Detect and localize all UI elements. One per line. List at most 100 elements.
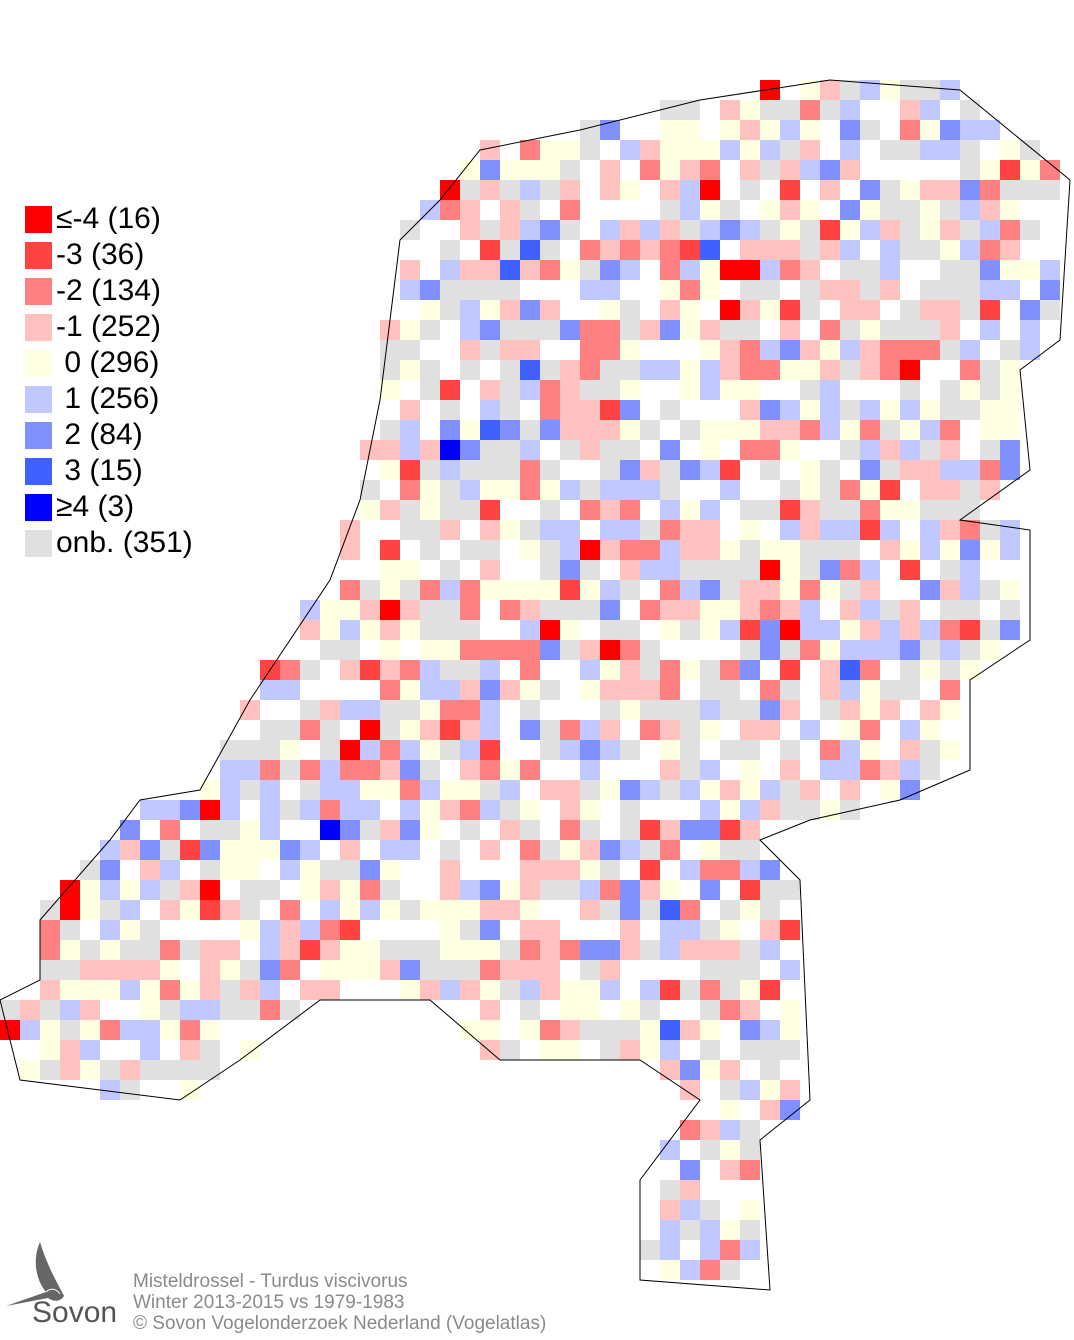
grid-cell bbox=[380, 540, 400, 560]
grid-cell bbox=[920, 220, 940, 240]
grid-cell bbox=[740, 1160, 760, 1180]
grid-cell bbox=[720, 660, 740, 680]
grid-cell bbox=[800, 800, 820, 820]
grid-cell bbox=[800, 180, 820, 200]
grid-cell bbox=[840, 180, 860, 200]
grid-cell bbox=[300, 840, 320, 860]
grid-cell bbox=[820, 220, 840, 240]
grid-cell bbox=[860, 220, 880, 240]
grid-cell bbox=[640, 660, 660, 680]
grid-cell bbox=[520, 660, 540, 680]
grid-cell bbox=[540, 900, 560, 920]
grid-cell bbox=[720, 960, 740, 980]
grid-cell bbox=[1000, 560, 1020, 580]
grid-cell bbox=[200, 1000, 220, 1020]
grid-cell bbox=[600, 600, 620, 620]
grid-cell bbox=[940, 360, 960, 380]
grid-cell bbox=[660, 160, 680, 180]
grid-cell bbox=[420, 460, 440, 480]
grid-cell bbox=[760, 980, 780, 1000]
grid-cell bbox=[560, 720, 580, 740]
grid-cell bbox=[400, 560, 420, 580]
legend-item: 2 (84) bbox=[25, 417, 193, 453]
grid-cell bbox=[620, 600, 640, 620]
grid-cell bbox=[1020, 140, 1040, 160]
grid-cell bbox=[360, 880, 380, 900]
grid-cell bbox=[500, 420, 520, 440]
grid-cell bbox=[620, 360, 640, 380]
grid-cell bbox=[920, 500, 940, 520]
grid-cell bbox=[480, 160, 500, 180]
grid-cell bbox=[220, 1000, 240, 1020]
grid-cell bbox=[560, 180, 580, 200]
grid-cell bbox=[720, 140, 740, 160]
grid-cell bbox=[780, 600, 800, 620]
grid-cell bbox=[400, 440, 420, 460]
grid-cell bbox=[700, 860, 720, 880]
grid-cell bbox=[440, 540, 460, 560]
grid-cell bbox=[900, 680, 920, 700]
grid-cell bbox=[440, 940, 460, 960]
grid-cell bbox=[800, 120, 820, 140]
legend-label: 3 (15) bbox=[56, 454, 143, 487]
grid-cell bbox=[860, 380, 880, 400]
grid-cell bbox=[500, 800, 520, 820]
grid-cell bbox=[820, 800, 840, 820]
grid-cell bbox=[660, 180, 680, 200]
grid-cell bbox=[840, 440, 860, 460]
grid-cell bbox=[100, 1040, 120, 1060]
grid-cell bbox=[460, 900, 480, 920]
grid-cell bbox=[920, 740, 940, 760]
grid-cell bbox=[800, 440, 820, 460]
grid-cell bbox=[980, 540, 1000, 560]
grid-cell bbox=[600, 560, 620, 580]
grid-cell bbox=[900, 720, 920, 740]
grid-cell bbox=[880, 660, 900, 680]
grid-cell bbox=[640, 900, 660, 920]
grid-cell bbox=[580, 640, 600, 660]
grid-cell bbox=[480, 940, 500, 960]
grid-cell bbox=[560, 440, 580, 460]
grid-cell bbox=[420, 620, 440, 640]
grid-cell bbox=[820, 760, 840, 780]
grid-cell bbox=[940, 260, 960, 280]
grid-cell bbox=[160, 860, 180, 880]
grid-cell bbox=[380, 380, 400, 400]
grid-cell bbox=[440, 800, 460, 820]
grid-cell bbox=[460, 980, 480, 1000]
grid-cell bbox=[900, 560, 920, 580]
grid-cell bbox=[580, 120, 600, 140]
grid-cell bbox=[520, 700, 540, 720]
grid-cell bbox=[880, 180, 900, 200]
grid-cell bbox=[820, 120, 840, 140]
grid-cell bbox=[720, 760, 740, 780]
grid-cell bbox=[260, 820, 280, 840]
grid-cell bbox=[760, 940, 780, 960]
grid-cell bbox=[820, 180, 840, 200]
grid-cell bbox=[560, 400, 580, 420]
grid-cell bbox=[640, 840, 660, 860]
grid-cell bbox=[600, 120, 620, 140]
grid-cell bbox=[380, 580, 400, 600]
grid-cell bbox=[720, 1180, 740, 1200]
grid-cell bbox=[1020, 280, 1040, 300]
grid-cell bbox=[640, 620, 660, 640]
grid-cell bbox=[400, 740, 420, 760]
grid-cell bbox=[780, 260, 800, 280]
grid-cell bbox=[600, 700, 620, 720]
grid-cell bbox=[640, 460, 660, 480]
grid-cell bbox=[440, 500, 460, 520]
grid-cell bbox=[500, 840, 520, 860]
grid-cell bbox=[920, 120, 940, 140]
grid-cell bbox=[540, 1000, 560, 1020]
grid-cell bbox=[500, 680, 520, 700]
grid-cell bbox=[780, 420, 800, 440]
grid-cell bbox=[780, 500, 800, 520]
grid-cell bbox=[760, 540, 780, 560]
grid-cell bbox=[320, 940, 340, 960]
grid-cell bbox=[640, 800, 660, 820]
grid-cell bbox=[1040, 180, 1060, 200]
grid-cell bbox=[580, 740, 600, 760]
grid-cell bbox=[900, 360, 920, 380]
grid-cell bbox=[800, 260, 820, 280]
